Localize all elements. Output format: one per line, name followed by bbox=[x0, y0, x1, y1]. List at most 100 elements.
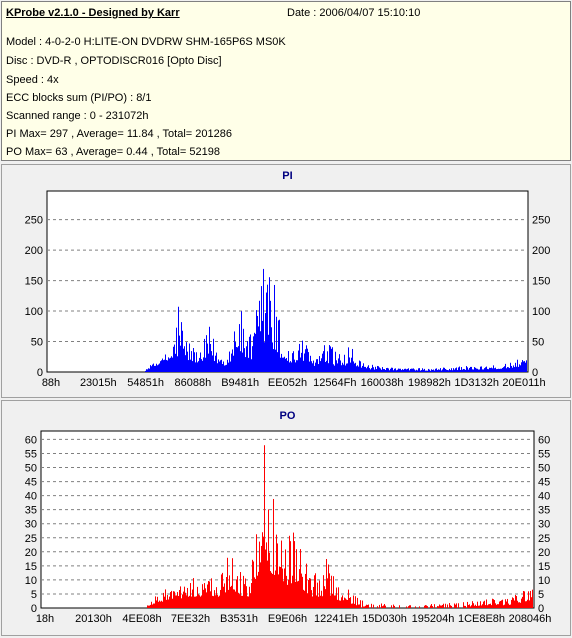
pi-bar bbox=[177, 356, 178, 372]
pi-bar bbox=[202, 360, 203, 372]
pi-bar bbox=[454, 369, 455, 372]
po-bar bbox=[450, 605, 451, 608]
pi-bar bbox=[447, 370, 448, 372]
po-bar bbox=[303, 589, 304, 608]
pi-bar bbox=[157, 365, 158, 372]
pi-bar bbox=[439, 369, 440, 372]
pi-bar bbox=[261, 286, 262, 372]
po-y-tick-right: 50 bbox=[538, 463, 550, 475]
pi-bar bbox=[512, 367, 513, 372]
pi-bar bbox=[418, 368, 419, 372]
pi-bar bbox=[213, 338, 214, 372]
pi-bar bbox=[506, 368, 507, 372]
po-bar bbox=[177, 592, 178, 608]
po-y-tick-left: 25 bbox=[25, 533, 37, 545]
po-bar bbox=[391, 605, 392, 608]
po-y-tick-left: 35 bbox=[25, 505, 37, 517]
po-bar bbox=[475, 604, 476, 608]
pi-bar bbox=[267, 284, 268, 372]
pi-bar bbox=[461, 367, 462, 372]
pi-bar bbox=[311, 361, 312, 372]
pi-bar bbox=[422, 368, 423, 372]
pi-bar bbox=[456, 367, 457, 372]
po-bar bbox=[198, 594, 199, 608]
po-bar bbox=[316, 595, 317, 608]
pi-bar bbox=[145, 370, 146, 372]
po-bar bbox=[355, 596, 356, 608]
po-bar bbox=[497, 604, 498, 608]
po-chart-panel: PO 0 0 5 5 10 10 15 15 20 20 25 25 30 30 35 35 40 40 45 45 50… bbox=[1, 400, 571, 636]
pi-bar bbox=[162, 358, 163, 372]
pi-bar bbox=[153, 363, 154, 372]
pi-bar bbox=[434, 370, 435, 372]
po-bar bbox=[348, 589, 349, 608]
po-bar bbox=[289, 535, 290, 608]
pi-bar bbox=[279, 319, 280, 372]
pi-bar bbox=[468, 369, 469, 372]
pi-bar bbox=[523, 361, 524, 372]
pi-bar bbox=[270, 300, 271, 372]
pi-bar bbox=[321, 358, 322, 372]
po-bar bbox=[203, 589, 204, 608]
po-bar bbox=[158, 601, 159, 608]
pi-bar bbox=[373, 367, 374, 372]
po-bar bbox=[329, 573, 330, 608]
pi-bar bbox=[221, 359, 222, 372]
po-bar bbox=[384, 603, 385, 608]
po-bar bbox=[218, 596, 219, 608]
po-bar bbox=[424, 605, 425, 608]
pi-bar bbox=[291, 362, 292, 372]
po-x-tick: 12241Eh bbox=[314, 613, 358, 625]
pi-bar bbox=[424, 368, 425, 372]
po-bars bbox=[147, 445, 533, 608]
po-bar bbox=[419, 606, 420, 608]
po-bar bbox=[353, 595, 354, 608]
po-bar bbox=[256, 534, 257, 608]
po-bar bbox=[480, 601, 481, 608]
pi-bar bbox=[248, 357, 249, 372]
po-y-tick-left: 5 bbox=[31, 589, 37, 601]
po-bar bbox=[269, 552, 270, 608]
po-bar bbox=[491, 605, 492, 608]
po-bar bbox=[252, 559, 253, 608]
po-bar bbox=[408, 606, 409, 608]
pi-y-tick-right: 50 bbox=[532, 337, 544, 349]
pi-bar bbox=[502, 367, 503, 372]
pi-bar bbox=[169, 358, 170, 372]
po-bar bbox=[345, 598, 346, 608]
pi-bar bbox=[244, 348, 245, 372]
pi-bar bbox=[363, 363, 364, 372]
po-bar bbox=[506, 601, 507, 608]
pi-bar bbox=[152, 364, 153, 372]
pi-y-tick-left: 150 bbox=[25, 276, 43, 288]
pi-bar bbox=[510, 362, 511, 372]
pi-bar bbox=[269, 277, 270, 372]
po-bar bbox=[290, 541, 291, 608]
pi-bar bbox=[508, 367, 509, 372]
scan-date: Date : 2006/04/07 15:10:10 bbox=[287, 7, 421, 19]
pi-bar bbox=[357, 365, 358, 372]
pi-bar bbox=[377, 365, 378, 372]
pi-bar bbox=[229, 351, 230, 372]
po-bar bbox=[299, 569, 300, 608]
pi-bar bbox=[471, 366, 472, 372]
po-bar bbox=[246, 586, 247, 608]
pi-bar bbox=[262, 320, 263, 372]
pi-bar bbox=[520, 365, 521, 372]
pi-bar bbox=[470, 366, 471, 372]
po-bar bbox=[321, 590, 322, 608]
pi-bar bbox=[183, 348, 184, 372]
po-bar bbox=[302, 576, 303, 608]
pi-bar bbox=[417, 370, 418, 372]
pi-bar bbox=[389, 370, 390, 372]
pi-bar bbox=[197, 362, 198, 372]
po-y-tick-right: 55 bbox=[538, 448, 550, 460]
pi-bar bbox=[334, 365, 335, 372]
po-bar bbox=[227, 557, 228, 608]
po-bar bbox=[229, 575, 230, 608]
pi-bar bbox=[199, 357, 200, 372]
po-bar bbox=[430, 605, 431, 608]
po-bar bbox=[166, 599, 167, 608]
po-bar bbox=[216, 587, 217, 608]
pi-bar bbox=[154, 365, 155, 372]
